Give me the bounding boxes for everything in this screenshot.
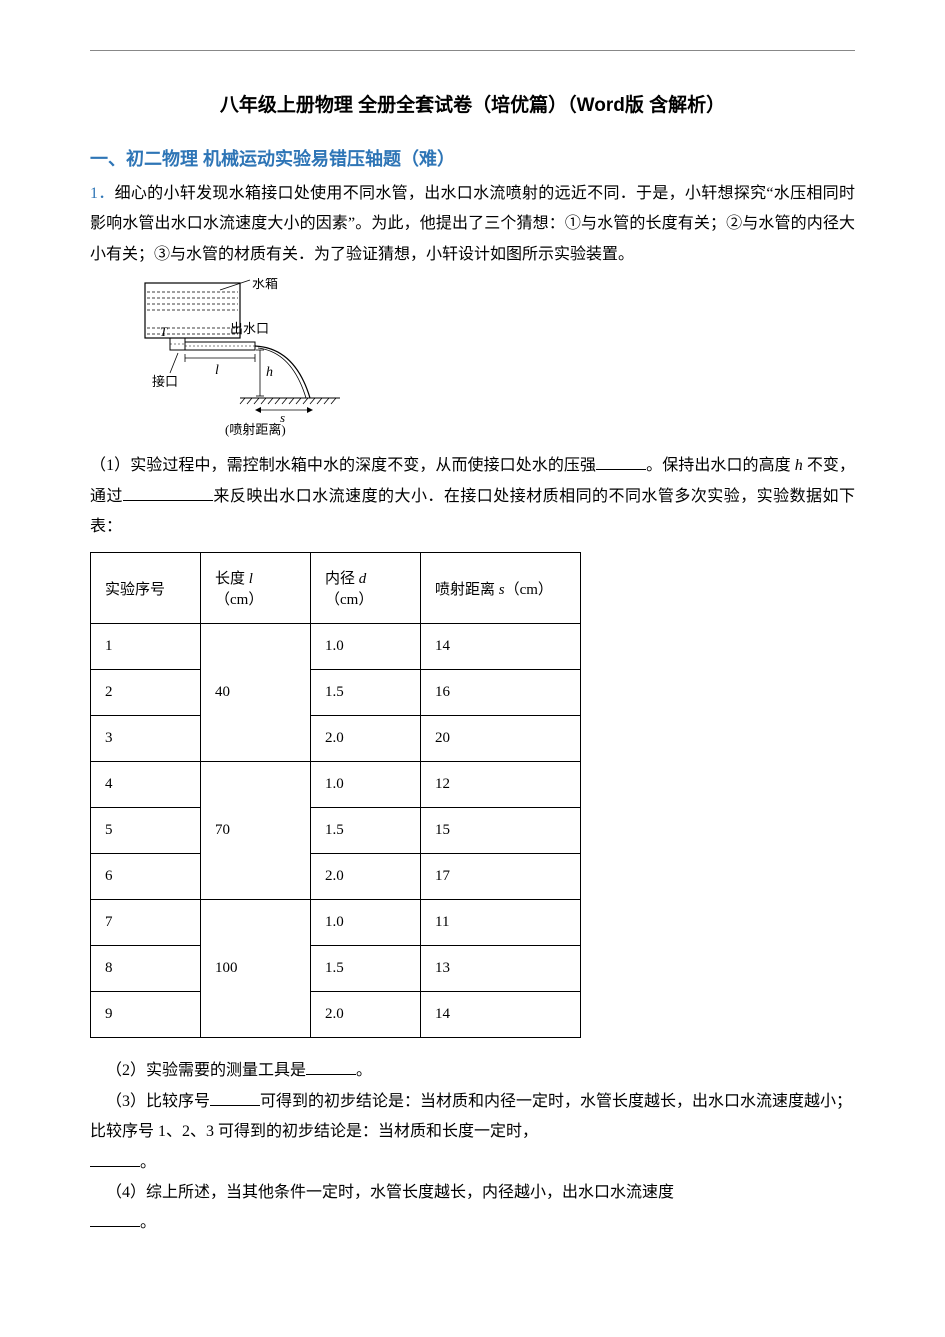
table-cell: 1.0 bbox=[311, 762, 421, 808]
sub-question-3: （3）比较序号可得到的初步结论是：当材质和内径一定时，水管长度越长，出水口水流速… bbox=[90, 1087, 855, 1148]
table-cell: 15 bbox=[421, 808, 581, 854]
q1-text-d: 与水管的材质有关．为了验证猜想，小轩设计如图所示实验装置。 bbox=[170, 246, 634, 263]
table-cell: 17 bbox=[421, 854, 581, 900]
table-cell: 1.5 bbox=[311, 808, 421, 854]
th-distance: 喷射距离 s（cm） bbox=[421, 553, 581, 624]
table-cell: 7 bbox=[91, 900, 201, 946]
table-cell: 1.0 bbox=[311, 624, 421, 670]
sq1-a: （1）实验过程中，需控制水箱中水的深度不变，从而使接口处水的压强 bbox=[90, 457, 596, 474]
table-cell: 13 bbox=[421, 946, 581, 992]
table-header-row: 实验序号 长度 l（cm） 内径 d（cm） 喷射距离 s（cm） bbox=[91, 553, 581, 624]
sub-question-2: （2）实验需要的测量工具是 。 bbox=[90, 1056, 855, 1086]
label-h: h bbox=[266, 365, 273, 380]
data-table: 实验序号 长度 l（cm） 内径 d（cm） 喷射距离 s（cm） 1401.0… bbox=[90, 552, 581, 1038]
label-l: l bbox=[215, 363, 219, 378]
var-h: h bbox=[795, 457, 803, 474]
table-row: 5 1.515 bbox=[91, 808, 581, 854]
label-tank: 水箱 bbox=[252, 278, 278, 291]
table-cell: 14 bbox=[421, 624, 581, 670]
table-row: 9 2.014 bbox=[91, 992, 581, 1038]
blank-3 bbox=[306, 1059, 356, 1075]
table-row: 1401.014 bbox=[91, 624, 581, 670]
table-cell: 5 bbox=[91, 808, 201, 854]
table-cell: 9 bbox=[91, 992, 201, 1038]
blank-2 bbox=[123, 485, 213, 501]
table-cell: 100 bbox=[201, 900, 311, 1038]
doc-title: 八年级上册物理 全册全套试卷（培优篇）（Word版 含解析） bbox=[90, 90, 855, 117]
table-cell: 70 bbox=[201, 762, 311, 900]
sub-question-1: （1）实验过程中，需控制水箱中水的深度不变，从而使接口处水的压强 。保持出水口的高… bbox=[90, 451, 855, 542]
table-cell: 20 bbox=[421, 716, 581, 762]
question-1-intro: 1．细心的小轩发现水箱接口处使用不同水管，出水口水流喷射的远近不同．于是，小轩想… bbox=[90, 179, 855, 270]
table-cell: 4 bbox=[91, 762, 201, 808]
sub-question-3-blank: 。 bbox=[90, 1148, 855, 1178]
circled-1: ① bbox=[565, 215, 581, 232]
sq2-end: 。 bbox=[356, 1062, 372, 1079]
sq3-end: 。 bbox=[140, 1154, 156, 1171]
label-T: T bbox=[160, 324, 168, 339]
table-cell: 11 bbox=[421, 900, 581, 946]
blank-4 bbox=[210, 1090, 260, 1106]
label-joint: 接口 bbox=[152, 374, 178, 389]
table-cell: 1.5 bbox=[311, 946, 421, 992]
table-row: 4701.012 bbox=[91, 762, 581, 808]
sq1-b: 。保持出水口的高度 bbox=[646, 457, 795, 474]
circled-3: ③ bbox=[154, 246, 170, 263]
table-cell: 2.0 bbox=[311, 992, 421, 1038]
circled-2: ② bbox=[726, 215, 742, 232]
question-number: 1． bbox=[90, 185, 115, 202]
table-cell: 16 bbox=[421, 670, 581, 716]
q1-text-b: 与水管的长度有关； bbox=[581, 215, 726, 232]
table-row: 3 2.020 bbox=[91, 716, 581, 762]
table-cell: 40 bbox=[201, 624, 311, 762]
table-cell: 1 bbox=[91, 624, 201, 670]
table-cell: 1.0 bbox=[311, 900, 421, 946]
table-cell: 2.0 bbox=[311, 854, 421, 900]
table-cell: 2.0 bbox=[311, 716, 421, 762]
table-row: 8 1.513 bbox=[91, 946, 581, 992]
table-cell: 8 bbox=[91, 946, 201, 992]
th-diameter: 内径 d（cm） bbox=[311, 553, 421, 624]
sub-question-4-blank: 。 bbox=[90, 1208, 855, 1238]
sq3-a: （3）比较序号 bbox=[106, 1093, 210, 1110]
table-row: 2 1.516 bbox=[91, 670, 581, 716]
table-cell: 2 bbox=[91, 670, 201, 716]
section-header: 一、初二物理 机械运动实验易错压轴题（难） bbox=[90, 145, 855, 171]
sub-question-4: （4）综上所述，当其他条件一定时，水管长度越长，内径越小，出水口水流速度 bbox=[90, 1178, 855, 1208]
table-cell: 1.5 bbox=[311, 670, 421, 716]
table-cell: 6 bbox=[91, 854, 201, 900]
page-top-rule bbox=[90, 50, 855, 51]
sq4-a: （4）综上所述，当其他条件一定时，水管长度越长，内径越小，出水口水流速度 bbox=[106, 1184, 674, 1201]
table-cell: 14 bbox=[421, 992, 581, 1038]
table-row: 71001.011 bbox=[91, 900, 581, 946]
sq2-text: （2）实验需要的测量工具是 bbox=[106, 1062, 306, 1079]
th-seq: 实验序号 bbox=[91, 553, 201, 624]
sq4-end: 。 bbox=[140, 1214, 156, 1231]
experiment-diagram: 水箱 T 出水口 接口 l h bbox=[140, 278, 855, 443]
th-length: 长度 l（cm） bbox=[201, 553, 311, 624]
label-dist: (喷射距离) bbox=[225, 422, 286, 437]
blank-5 bbox=[90, 1151, 140, 1167]
table-row: 6 2.017 bbox=[91, 854, 581, 900]
blank-1 bbox=[596, 454, 646, 470]
table-cell: 3 bbox=[91, 716, 201, 762]
label-outlet: 出水口 bbox=[230, 321, 269, 336]
blank-6 bbox=[90, 1211, 140, 1227]
table-cell: 12 bbox=[421, 762, 581, 808]
